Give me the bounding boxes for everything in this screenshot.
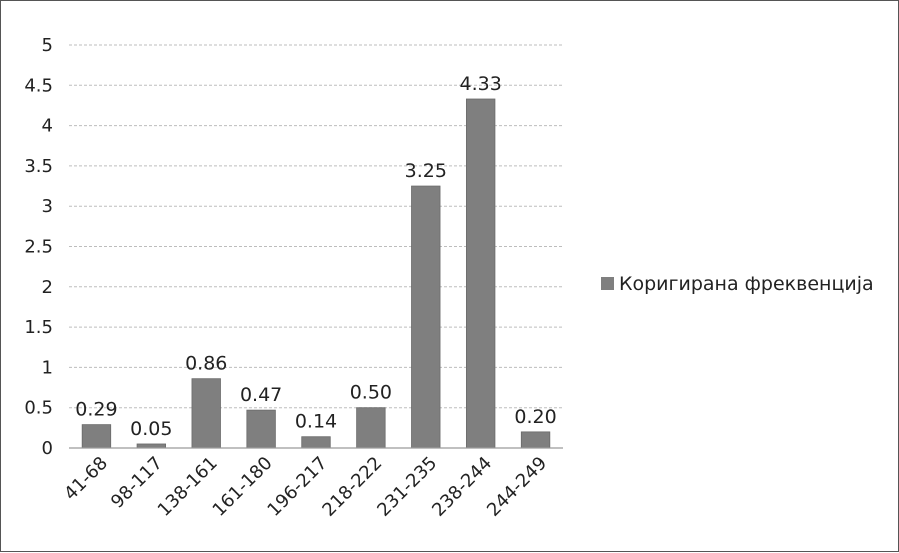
bar (356, 407, 386, 449)
y-tick-label: 3 (42, 196, 53, 217)
y-tick-label: 4 (42, 116, 53, 137)
x-tick-label: 218-222 (318, 453, 386, 521)
data-label: 3.25 (405, 160, 447, 182)
gridlines (69, 44, 563, 409)
y-tick-label: 0.5 (24, 398, 53, 419)
data-label: 0.14 (295, 411, 337, 433)
x-tick-label: 138-161 (154, 453, 222, 521)
y-tick-label: 1.5 (24, 317, 53, 338)
bar (465, 98, 496, 449)
x-axis: 41-6898-117138-161161-180196-217218-2222… (60, 447, 563, 521)
bar (246, 409, 276, 449)
x-tick-label: 238-244 (428, 453, 496, 521)
y-tick-label: 3.5 (24, 156, 53, 177)
bar (301, 436, 331, 449)
y-axis: 0 0.5 1 1.5 2 2.5 3 3.5 4 4.5 5 (24, 35, 53, 459)
data-label: 4.33 (460, 73, 502, 95)
x-tick-label: 161-180 (209, 453, 277, 521)
y-tick-label: 1 (42, 357, 53, 378)
bar (81, 424, 112, 449)
y-tick-label: 0 (42, 438, 53, 459)
x-tick-label: 41-68 (60, 453, 112, 505)
data-label: 0.20 (514, 406, 556, 428)
data-label: 0.05 (130, 418, 172, 440)
x-tick-label: 196-217 (263, 453, 331, 521)
bar (136, 443, 167, 449)
bars (81, 98, 551, 449)
data-label: 0.29 (75, 399, 117, 421)
bar (520, 431, 551, 449)
data-label: 0.47 (240, 384, 282, 406)
bar (411, 185, 441, 449)
y-tick-label: 5 (42, 35, 53, 56)
y-tick-label: 4.5 (24, 75, 53, 96)
data-label: 0.50 (350, 382, 392, 404)
y-tick-label: 2.5 (24, 237, 53, 258)
bar (191, 378, 221, 449)
data-labels: 0.29 0.05 0.86 0.47 0.14 0.50 3.25 4.33 0.20 (75, 73, 556, 440)
x-tick-label: 231-235 (373, 453, 441, 521)
x-tick-label: 244-249 (483, 453, 551, 521)
legend: Коригирана фреквенција (601, 273, 874, 295)
legend-label: Коригирана фреквенција (619, 273, 874, 295)
data-label: 0.86 (185, 353, 227, 375)
y-tick-label: 2 (42, 277, 53, 298)
legend-swatch (601, 277, 614, 290)
